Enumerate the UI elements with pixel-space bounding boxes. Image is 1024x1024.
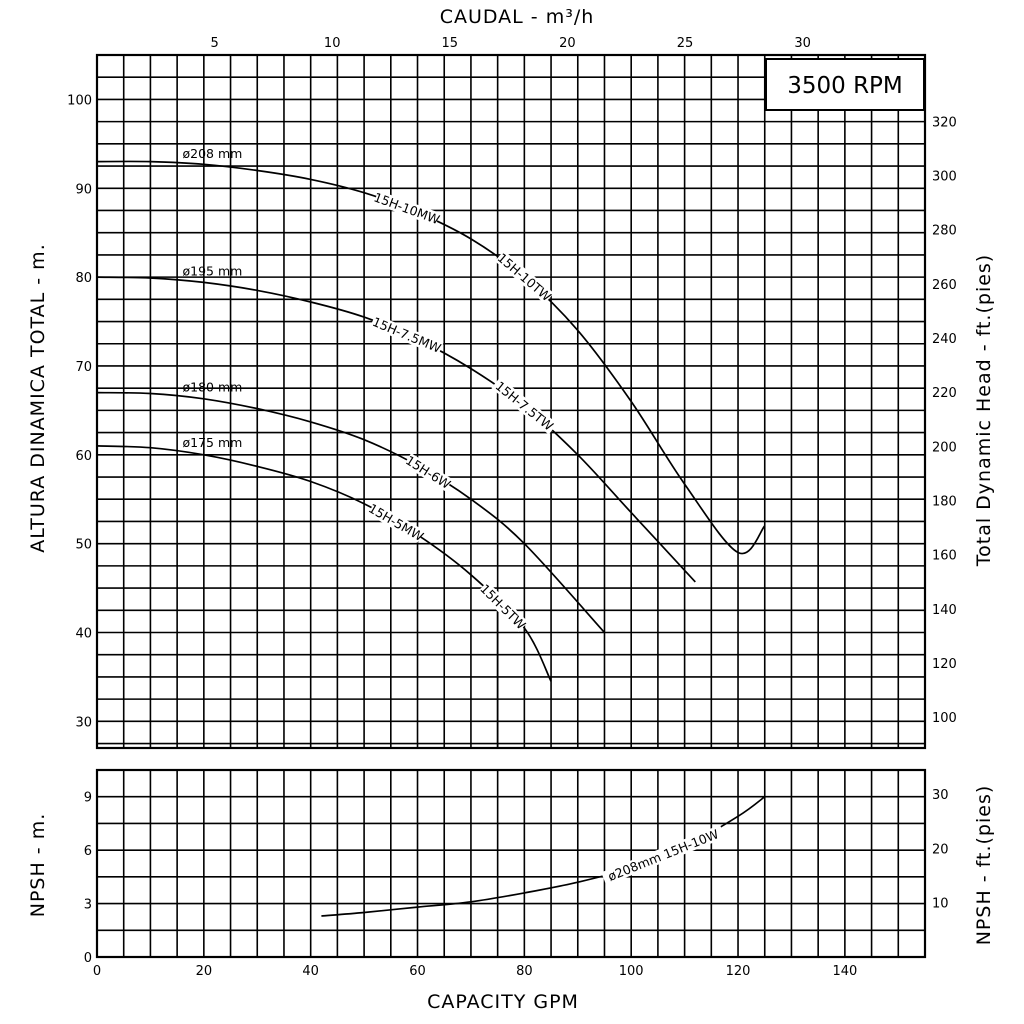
- y2-tick-label: 160: [932, 549, 957, 564]
- y2-tick-label: 300: [932, 169, 957, 184]
- diameter-label-2: ø180 mm: [182, 380, 242, 395]
- npsh-y-axis-title-right: NPSH - ft.(pies): [973, 785, 995, 946]
- head-curve-3: [96, 445, 552, 682]
- x-tick-label: 20: [196, 964, 213, 979]
- npsh-y-tick-label: 9: [84, 791, 92, 806]
- npsh-curve: [321, 796, 766, 917]
- y-tick-label: 70: [75, 360, 92, 375]
- npsh-label-backing: [601, 824, 726, 886]
- x-tick-label: 60: [409, 964, 426, 979]
- y2-tick-label: 280: [932, 224, 957, 239]
- npsh-y-axis-title-left: NPSH - m.: [27, 813, 49, 918]
- y-axis-title-right: Total Dynamic Head - ft.(pies): [973, 254, 995, 567]
- y2-tick-label: 240: [932, 332, 957, 347]
- y-tick-label: 50: [75, 538, 92, 553]
- x2-tick-label: 30: [794, 36, 811, 51]
- model-label-backing: [370, 314, 444, 356]
- x-axis-title-top: CAUDAL - m³/h: [440, 6, 595, 28]
- model-label-text: 15H-6W: [403, 452, 453, 491]
- y-axis-title-left: ALTURA DINAMICA TOTAL - m.: [27, 243, 49, 552]
- y2-tick-label: 260: [932, 278, 957, 293]
- x2-tick-label: 20: [559, 36, 576, 51]
- y2-tick-label: 180: [932, 494, 957, 509]
- npsh-panel: 0 3 6 9 10 20 30 0 20 40 60 80 100 120 140 ø208mm 15H-…: [84, 768, 949, 979]
- npsh-y2-tick-label: 20: [932, 842, 949, 857]
- y-tick-label: 80: [75, 271, 92, 286]
- npsh-y2-tick-label: 30: [932, 788, 949, 803]
- head-curve-0: [96, 160, 766, 555]
- diameter-label-3: ø175 mm: [182, 435, 242, 450]
- model-label-0-0: 15H-10MW: [372, 189, 442, 227]
- model-label-backing: [367, 501, 425, 543]
- y-tick-label: 30: [75, 715, 92, 730]
- head-grid: [96, 54, 926, 748]
- x-tick-label: 140: [832, 964, 857, 979]
- y2-tick-label: 220: [932, 386, 957, 401]
- y2-tick-label: 120: [932, 657, 957, 672]
- y2-tick-label: 140: [932, 603, 957, 618]
- head-curve-2: [96, 391, 606, 634]
- model-label-backing: [477, 581, 529, 632]
- rpm-badge-text: 3500 RPM: [787, 73, 903, 99]
- head-ticks: 30 40 50 60 70 80 90 100 100 120 140 160 180 200 220 24…: [67, 36, 957, 730]
- npsh-y-tick-label: 3: [84, 898, 92, 913]
- x2-tick-label: 5: [210, 36, 218, 51]
- npsh-series-label-text: ø208mm 15H-10W: [606, 826, 721, 884]
- x2-tick-label: 10: [324, 36, 341, 51]
- x2-tick-label: 25: [677, 36, 694, 51]
- model-label-backing: [373, 190, 441, 227]
- x-axis-title-bottom: CAPACITY GPM: [427, 991, 579, 1013]
- x-tick-label: 120: [726, 964, 751, 979]
- npsh-ticks: 0 3 6 9 10 20 30 0 20 40 60 80 100 120 140: [84, 788, 949, 979]
- head-frame: [95, 53, 927, 750]
- model-label-backing: [403, 453, 453, 492]
- y2-tick-label: 200: [932, 440, 957, 455]
- npsh-curves: [321, 796, 766, 917]
- x-tick-label: 80: [516, 964, 533, 979]
- model-label-backing: [494, 250, 554, 304]
- y2-tick-label: 320: [932, 115, 957, 130]
- model-label-text: 15H-7.5MW: [370, 314, 443, 356]
- y-tick-label: 90: [75, 182, 92, 197]
- diameter-label-0: ø208 mm: [182, 146, 242, 161]
- x-tick-label: 40: [302, 964, 319, 979]
- x-tick-label: 0: [93, 964, 101, 979]
- npsh-y-tick-label: 0: [84, 951, 92, 966]
- rpm-badge: 3500 RPM: [765, 58, 925, 111]
- model-label-text: 15H-10MW: [372, 189, 442, 227]
- y2-tick-label: 100: [932, 711, 957, 726]
- x-tick-label: 100: [619, 964, 644, 979]
- model-label-2-0: 15H-6W: [403, 452, 453, 491]
- head-panel: 30 40 50 60 70 80 90 100 100 120 140 160 180 200 220 24…: [67, 36, 957, 750]
- npsh-frame: [95, 768, 927, 959]
- npsh-y-tick-label: 6: [84, 844, 92, 859]
- model-label-1-0: 15H-7.5MW: [370, 314, 444, 356]
- npsh-grid: [96, 769, 926, 958]
- y-tick-label: 60: [75, 449, 92, 464]
- y-tick-label: 100: [67, 93, 92, 108]
- y-tick-label: 40: [75, 627, 92, 642]
- diameter-label-1: ø195 mm: [182, 264, 242, 279]
- model-label-backing: [491, 377, 558, 435]
- npsh-y2-tick-label: 10: [932, 897, 949, 912]
- x2-tick-label: 15: [442, 36, 459, 51]
